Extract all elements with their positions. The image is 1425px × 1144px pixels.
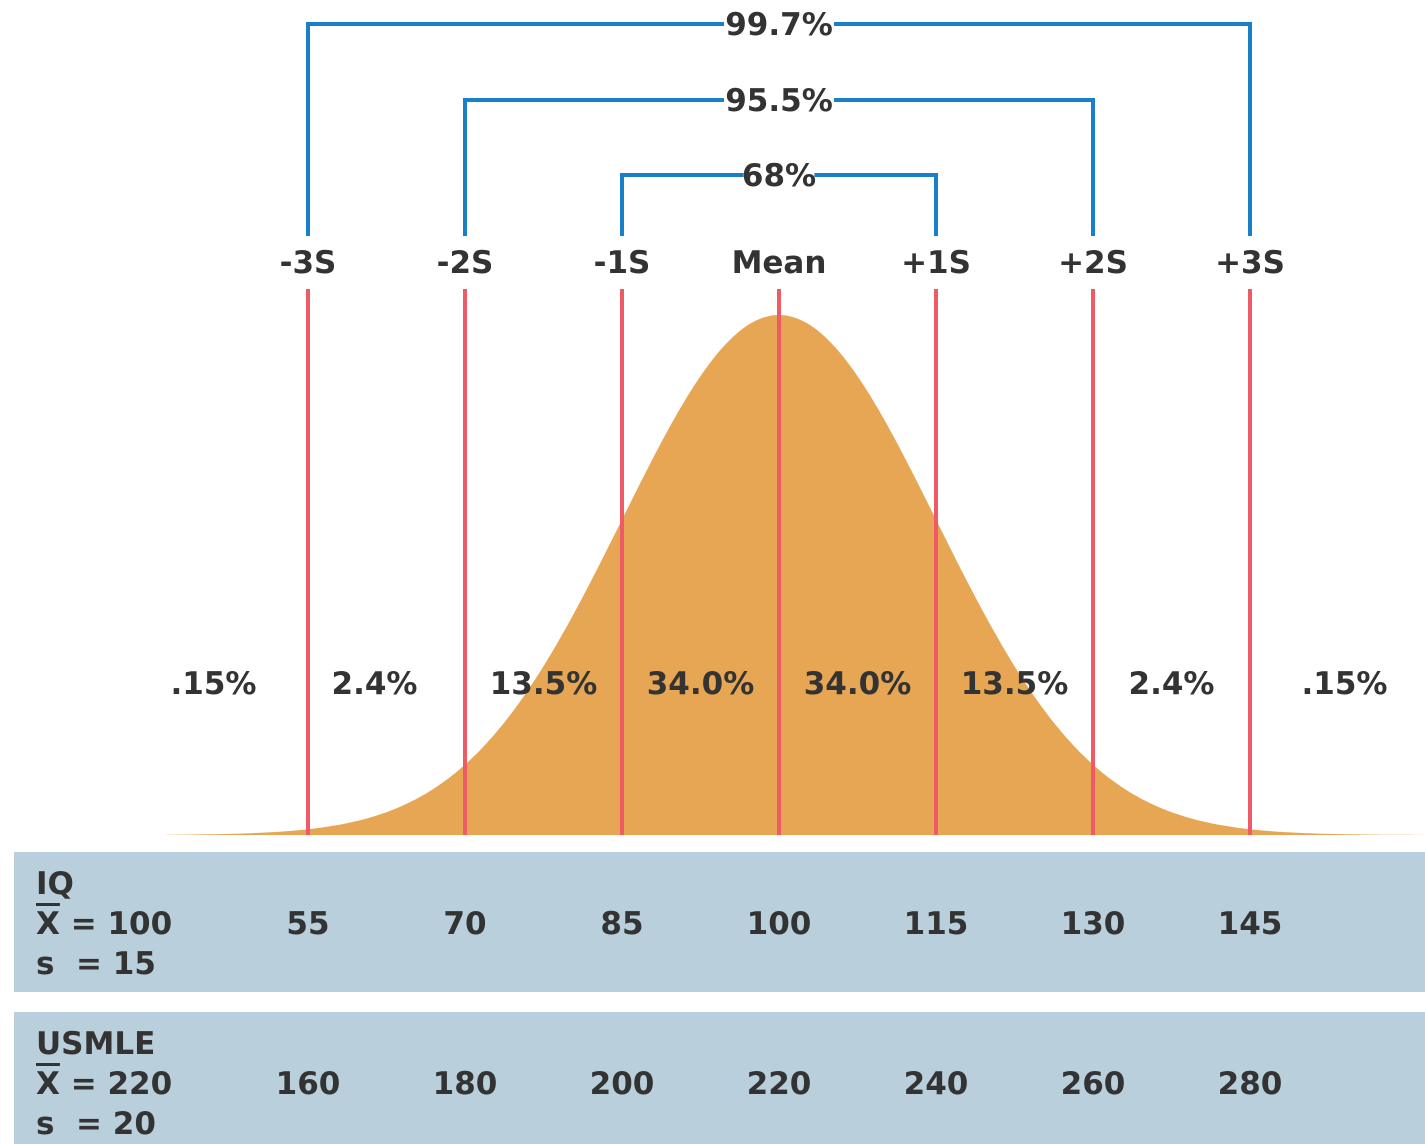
- region-percent-label: 2.4%: [332, 666, 418, 702]
- region-percent-label: .15%: [1302, 666, 1388, 702]
- sd-tick-label: Mean: [732, 245, 827, 281]
- scale-value: 240: [903, 1066, 969, 1102]
- scale-sd-label: s = 20: [36, 1106, 156, 1142]
- sd-tick-labels: -3S -2S -1S Mean +1S +2S +3S: [280, 245, 1285, 281]
- scale-value: 280: [1217, 1066, 1283, 1102]
- scale-value: 55: [286, 906, 330, 942]
- bracket-line-left: [306, 22, 724, 236]
- region-percent-labels: .15% 2.4% 13.5% 34.0% 34.0% 13.5% 2.4% .15%: [171, 666, 1388, 702]
- scale-value: 85: [600, 906, 644, 942]
- scale-value: 200: [589, 1066, 655, 1102]
- scale-value: 260: [1060, 1066, 1126, 1102]
- curve-layer: [166, 315, 1423, 835]
- scale-mean-label: X = 220: [36, 1064, 172, 1104]
- scale-mean-label: X = 100: [36, 904, 172, 944]
- sd-tick-label: -1S: [594, 245, 651, 281]
- scale-value: 130: [1060, 906, 1126, 942]
- percentage-bracket: 95.5%: [463, 83, 1095, 236]
- sd-tick-label: -2S: [437, 245, 494, 281]
- scale-name: USMLE: [36, 1026, 156, 1062]
- region-percent-label: 34.0%: [804, 666, 912, 702]
- scale-value: 70: [443, 906, 487, 942]
- bracket-label: 99.7%: [725, 7, 833, 43]
- xbar-symbol: X: [36, 1066, 60, 1102]
- scale-value: 180: [432, 1066, 498, 1102]
- iq-scale-panel: IQ X = 100 s = 15 55 70 85 100 115 130 145: [14, 852, 1425, 992]
- bracket-line-left: [620, 173, 744, 236]
- scale-value: 145: [1217, 906, 1283, 942]
- region-percent-label: 13.5%: [490, 666, 598, 702]
- bracket-line-right: [814, 173, 938, 236]
- sd-tick-label: +1S: [901, 245, 971, 281]
- percentage-bracket: 99.7%: [306, 7, 1252, 236]
- scale-name: IQ: [36, 866, 74, 902]
- percentage-bracket: 68%: [620, 158, 938, 236]
- scale-value: 220: [746, 1066, 812, 1102]
- sd-tick-label: +2S: [1058, 245, 1128, 281]
- bracket-line-right: [834, 22, 1252, 236]
- bracket-line-left: [463, 98, 724, 236]
- scale-sd-label: s = 15: [36, 946, 156, 982]
- region-percent-label: .15%: [171, 666, 257, 702]
- sd-divider-lines: [306, 289, 1252, 835]
- scale-mean-rest: = 220: [59, 1066, 173, 1102]
- bracket-line-right: [834, 98, 1095, 236]
- scale-value: 160: [275, 1066, 341, 1102]
- sd-tick-label: +3S: [1215, 245, 1285, 281]
- percentage-brackets: 99.7% 95.5% 68%: [306, 7, 1252, 236]
- region-percent-label: 34.0%: [647, 666, 755, 702]
- scale-mean-rest: = 100: [59, 906, 173, 942]
- region-percent-label: 13.5%: [961, 666, 1069, 702]
- scale-value: 115: [903, 906, 969, 942]
- bracket-label: 68%: [742, 158, 816, 194]
- scale-value: 100: [746, 906, 812, 942]
- usmle-scale-panel: USMLE X = 220 s = 20 160 180 200 220 240 260 2…: [14, 1012, 1425, 1144]
- bracket-label: 95.5%: [725, 83, 833, 119]
- sd-tick-label: -3S: [280, 245, 337, 281]
- bell-curve-area: [166, 315, 1423, 835]
- xbar-symbol: X: [36, 906, 60, 942]
- region-percent-label: 2.4%: [1129, 666, 1215, 702]
